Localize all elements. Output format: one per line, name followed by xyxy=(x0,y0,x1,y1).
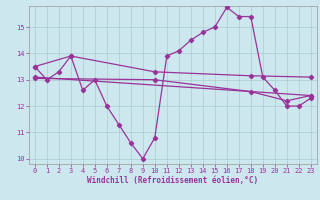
X-axis label: Windchill (Refroidissement éolien,°C): Windchill (Refroidissement éolien,°C) xyxy=(87,176,258,185)
